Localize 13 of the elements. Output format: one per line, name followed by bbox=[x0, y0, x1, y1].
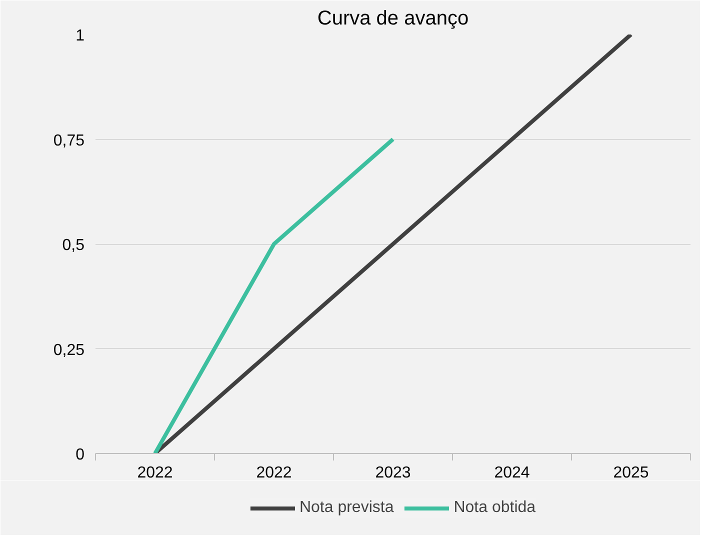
x-tick-label: 2024 bbox=[494, 464, 530, 482]
x-tick-label: 2025 bbox=[613, 464, 649, 482]
chart-title: Curva de avanço bbox=[317, 8, 469, 30]
x-tick-label: 2022 bbox=[137, 464, 173, 482]
legend-label: Nota obtida bbox=[454, 498, 536, 516]
x-tick-label: 2022 bbox=[256, 464, 292, 482]
y-tick-label: 0,5 bbox=[62, 237, 85, 254]
y-tick-label: 0,25 bbox=[53, 342, 85, 359]
legend-label: Nota prevista bbox=[299, 498, 394, 516]
y-tick-label: 1 bbox=[76, 28, 85, 44]
y-tick-label: 0 bbox=[76, 446, 85, 464]
x-tick-label: 2023 bbox=[375, 464, 411, 482]
y-tick-label: 0,75 bbox=[53, 132, 85, 150]
